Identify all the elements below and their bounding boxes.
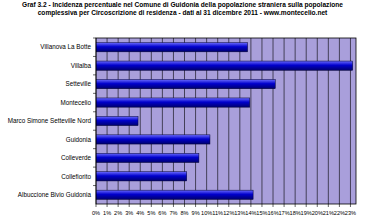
category-tick [93,185,96,186]
tick-label: 9% [192,210,200,216]
bar [96,135,210,144]
tick-mark [118,204,119,207]
tick-mark [339,204,340,207]
tick-label: 5% [147,210,155,216]
bar [96,153,199,162]
category-label: Collefiorito [61,173,91,180]
tick-mark [96,204,97,207]
category-tick [93,111,96,112]
tick-label: 17% [278,210,289,216]
tick-mark [162,204,163,207]
category-label: Colleverde [61,154,92,161]
tick-label: 20% [312,210,323,216]
tick-label: 12% [223,210,234,216]
tick-mark [306,204,307,207]
tick-label: 16% [267,210,278,216]
tick-label: 7% [169,210,177,216]
tick-mark [328,204,329,207]
tick-label: 4% [136,210,144,216]
tick-mark [151,204,152,207]
tick-label: 23% [345,210,356,216]
bar [96,61,353,70]
category-label: Guidonia [66,136,92,143]
tick-label: 0% [92,210,100,216]
tick-label: 3% [125,210,133,216]
category-tick [93,74,96,75]
category-label: Setteville [65,80,91,87]
tick-label: 21% [323,210,334,216]
tick-mark [295,204,296,207]
bar [96,172,187,181]
tick-mark [206,204,207,207]
tick-mark [261,204,262,207]
bar [96,43,248,52]
tick-mark [350,204,351,207]
tick-label: 2% [114,210,122,216]
tick-mark [173,204,174,207]
category-label: Villalba [71,62,92,69]
category-tick [93,130,96,131]
tick-mark [239,204,240,207]
tick-mark [217,204,218,207]
bars [96,43,353,200]
tick-mark [140,204,141,207]
tick-mark [250,204,251,207]
bar [96,116,138,125]
tick-label: 8% [180,210,188,216]
category-tick [93,148,96,149]
tick-mark [284,204,285,207]
category-label: Montecelio [61,99,92,106]
plot-area [96,38,356,204]
tick-label: 14% [245,210,256,216]
category-tick [93,56,96,57]
category-label: Albuccione Bivio Guidonia [18,191,92,198]
tick-label: 19% [301,210,312,216]
tick-mark [228,204,229,207]
category-label: Marco Simone Setteville Nord [8,117,92,124]
tick-label: 10% [201,210,212,216]
tick-label: 15% [256,210,267,216]
chart-title: Graf 3.2 - Incidenza percentuale nel Com… [12,1,353,18]
category-label: Villanova La Botte [40,43,91,50]
tick-mark [107,204,108,207]
category-tick [93,93,96,94]
bar [96,190,253,199]
tick-label: 6% [158,210,166,216]
bar [96,98,250,107]
plot-frame [96,38,356,204]
chart-svg: 0%1%2%3%4%5%6%7%8% 9%10%11%12%13%14%15%16… [0,0,365,222]
category-tick [93,38,96,39]
tick-mark [317,204,318,207]
tick-label: 22% [334,210,345,216]
tick-label: 11% [212,210,223,216]
tick-mark [273,204,274,207]
tick-label: 1% [103,210,111,216]
tick-mark [129,204,130,207]
tick-mark [195,204,196,207]
tick-mark [184,204,185,207]
tick-label: 13% [234,210,245,216]
bar [96,80,275,89]
tick-label: 18% [290,210,301,216]
category-tick [93,167,96,168]
